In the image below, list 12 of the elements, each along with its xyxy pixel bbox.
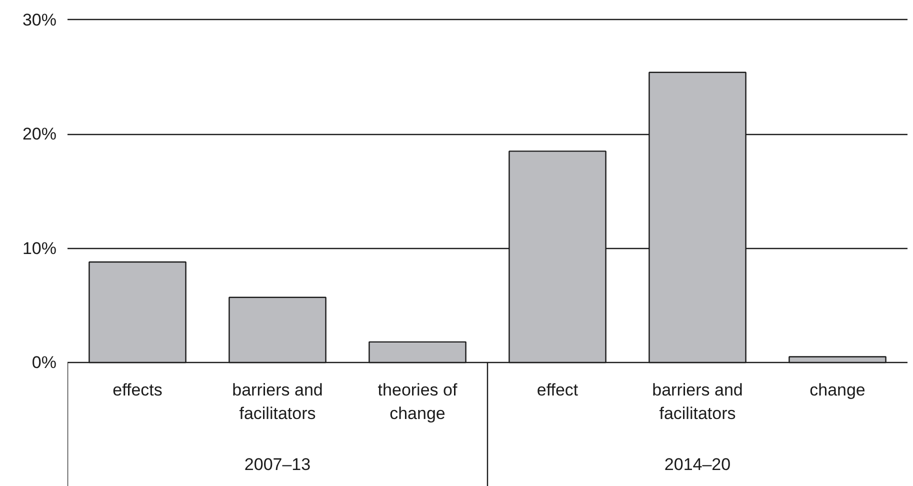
x-tick-label: change [810,380,866,400]
text: 2007–13 [244,455,311,474]
y-tick-label: 20% [22,124,57,144]
x-tick-label: barriers and facilitators [652,380,743,424]
x-tick-label: barriers and facilitators [232,380,323,424]
x-tick-label: effects [112,380,162,400]
x-tick-label: effect [536,380,578,400]
text: 2014–20 [664,455,731,474]
y-tick-label: 30% [22,10,57,30]
y-tick-label: 0% [32,352,57,372]
x-tick-label: theories of change [378,380,458,424]
y-tick-label: 10% [22,238,57,258]
